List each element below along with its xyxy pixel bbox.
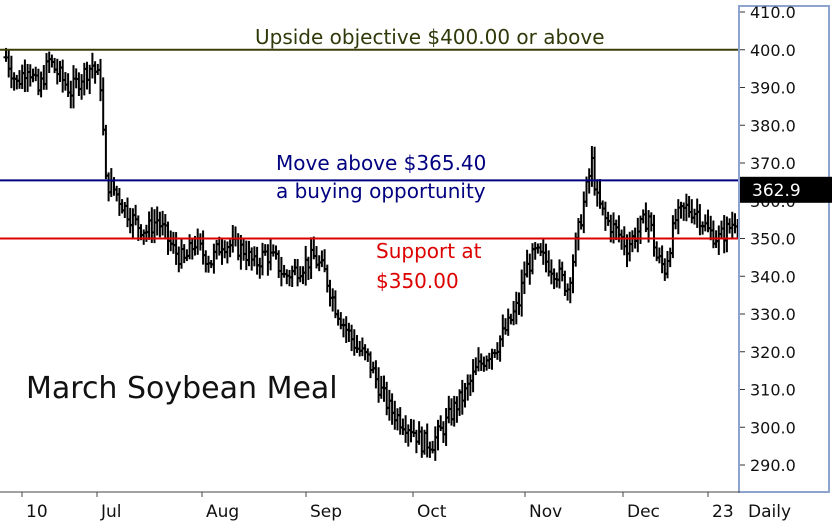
y-tick-label: 350.0 bbox=[750, 230, 796, 249]
y-tick-label: 340.0 bbox=[750, 267, 796, 286]
y-tick-label: 390.0 bbox=[750, 79, 796, 98]
buy-annotation-line-1: Move above $365.40 bbox=[276, 151, 486, 175]
last-price-badge: 362.9 bbox=[740, 176, 832, 203]
horizontal-levels bbox=[0, 48, 740, 240]
support-annotation-line-1: Support at bbox=[376, 239, 482, 263]
upside-objective-annotation: Upside objective $400.00 or above bbox=[255, 25, 605, 49]
last-price-label: 362.9 bbox=[752, 181, 801, 201]
y-tick-label: 310.0 bbox=[750, 381, 796, 400]
x-tick-label: Sep bbox=[310, 502, 342, 522]
y-tick-label: 400.0 bbox=[750, 41, 796, 60]
x-tick-label: Nov bbox=[529, 502, 562, 522]
x-tick-label: Jul bbox=[100, 502, 122, 522]
y-tick-label: 320.0 bbox=[750, 343, 796, 362]
y-tick-label: 290.0 bbox=[750, 456, 796, 475]
x-tick-label: 10 bbox=[26, 502, 48, 522]
time-axis-ticks: 10 Jul Aug Sep Oct Nov Dec 23 Daily bbox=[21, 492, 791, 522]
x-tick-label: Aug bbox=[206, 502, 239, 522]
chart-title: March Soybean Meal bbox=[26, 371, 338, 406]
x-tick-label: Daily bbox=[748, 502, 791, 522]
y-tick-label: 370.0 bbox=[750, 154, 796, 173]
x-tick-label: Dec bbox=[627, 502, 660, 522]
last-price-box bbox=[740, 176, 832, 203]
y-tick-label: 380.0 bbox=[750, 116, 796, 135]
price-bars bbox=[3, 47, 754, 461]
price-axis-panel bbox=[738, 5, 830, 493]
x-tick-label: 23 bbox=[712, 502, 734, 522]
y-tick-label: 410.0 bbox=[750, 3, 796, 22]
y-tick-label: 330.0 bbox=[750, 305, 796, 324]
x-tick-label: Oct bbox=[417, 502, 447, 522]
support-annotation-line-2: $350.00 bbox=[376, 269, 459, 293]
buy-annotation-line-2: a buying opportunity bbox=[276, 179, 486, 203]
y-tick-label: 300.0 bbox=[750, 418, 796, 437]
